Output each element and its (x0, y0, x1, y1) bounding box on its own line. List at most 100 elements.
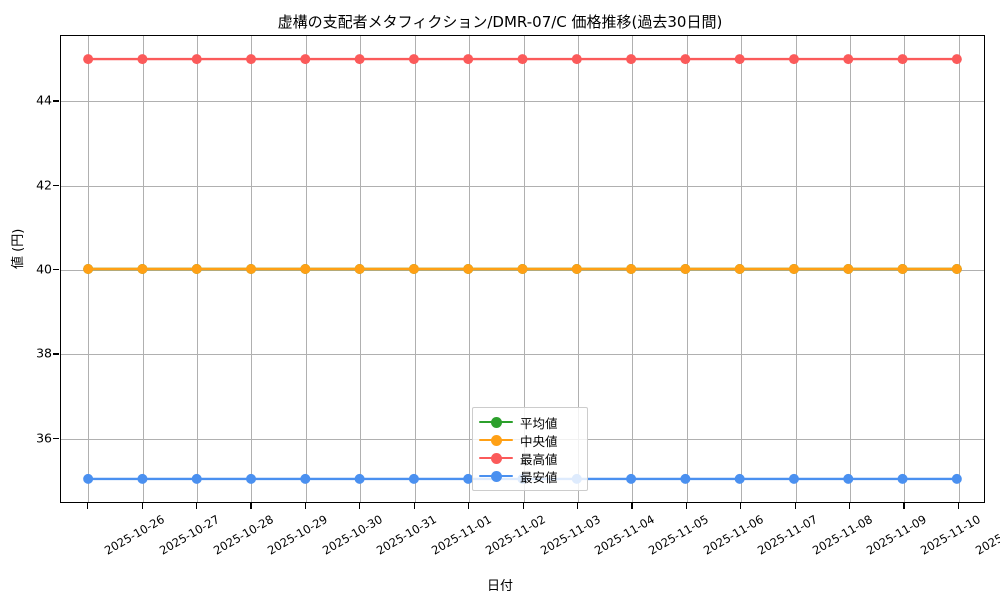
x-axis-label: 日付 (486, 579, 513, 594)
data-point-marker (354, 473, 365, 484)
x-axis-tick-label: 2025-11-04 (591, 512, 657, 558)
data-point-marker (788, 264, 799, 274)
x-axis-tick-mark (359, 503, 361, 509)
series-layer (83, 54, 962, 484)
x-axis-tick-label: 2025-11-03 (537, 512, 603, 558)
data-point-marker (680, 54, 691, 65)
data-point-marker (83, 264, 94, 274)
x-axis-tick-label: 2025-10-31 (374, 512, 440, 558)
data-point-marker (137, 54, 148, 65)
data-point-marker (843, 473, 854, 484)
gridline-horizontal (61, 354, 984, 356)
x-axis-tick-mark (196, 503, 198, 509)
data-point-marker (734, 54, 745, 65)
y-axis-tick-label: 42 (36, 177, 52, 193)
data-point-marker (571, 264, 582, 274)
data-point-marker (951, 264, 962, 274)
data-point-marker (246, 473, 257, 484)
data-point-marker (951, 54, 962, 65)
legend-item[interactable]: 平均値 (479, 413, 581, 431)
y-axis-tick-mark (53, 269, 59, 271)
legend-swatch-icon (479, 433, 513, 447)
y-axis-tick-label: 36 (36, 430, 52, 446)
y-axis-tick-label: 40 (36, 261, 52, 277)
x-axis-tick-mark (685, 503, 687, 509)
data-point-marker (680, 473, 691, 484)
data-point-marker (517, 54, 528, 65)
data-point-marker (300, 54, 311, 65)
data-point-marker (191, 264, 202, 274)
y-axis-tick-labels: 36 38 40 42 44 (0, 35, 52, 503)
data-point-marker (354, 54, 365, 65)
data-point-marker (137, 473, 148, 484)
x-axis-tick-label: 2025-10-29 (265, 512, 331, 558)
x-axis-tick-mark (304, 503, 307, 509)
data-point-marker (463, 264, 474, 274)
x-axis-tick-mark (141, 503, 143, 509)
y-axis-tick-mark (53, 184, 59, 186)
data-point-marker (897, 264, 908, 274)
data-point-marker (83, 54, 94, 65)
data-point-marker (734, 264, 745, 274)
data-point-marker (463, 473, 474, 484)
x-axis-tick-mark (957, 503, 959, 509)
data-point-marker (191, 54, 202, 65)
data-point-marker (788, 473, 799, 484)
data-point-marker (408, 54, 419, 65)
x-axis-tick-mark (740, 503, 742, 509)
legend-label: 最安値 (520, 469, 558, 485)
x-axis-tick-label: 2025-10-27 (156, 512, 222, 558)
data-point-marker (137, 264, 148, 274)
series-中央値 (83, 264, 962, 274)
x-axis-tick-label: 2025-10-30 (319, 512, 385, 558)
legend-swatch-icon (479, 451, 513, 465)
data-point-marker (246, 264, 257, 274)
data-point-marker (843, 54, 854, 65)
legend-item[interactable]: 最安値 (479, 467, 581, 485)
legend-label: 最高値 (520, 451, 558, 467)
legend-swatch-icon (479, 469, 513, 483)
x-axis-tick-label: 2025-11-08 (809, 512, 875, 558)
data-point-marker (680, 264, 691, 274)
data-point-marker (626, 54, 637, 65)
data-point-marker (246, 54, 257, 65)
x-axis-tick-mark (522, 503, 524, 509)
legend-swatch-icon (479, 415, 513, 429)
x-axis-tick-label: 2025-10-26 (102, 512, 168, 558)
x-axis-tick-mark (794, 503, 796, 509)
data-point-marker (408, 264, 419, 274)
data-point-marker (300, 264, 311, 274)
x-axis-tick-mark (631, 503, 633, 509)
legend-item[interactable]: 中央値 (479, 431, 581, 449)
x-axis-tick-mark (250, 503, 252, 509)
x-axis-tick-label: 2025-11-06 (700, 512, 766, 558)
data-point-marker (463, 54, 474, 65)
legend-item[interactable]: 最高値 (479, 449, 581, 467)
chart-title: 虚構の支配者メタフィクション/DMR-07/C 価格推移(過去30日間) (277, 13, 723, 31)
x-axis-tick-label: 2025-11-05 (646, 512, 712, 558)
y-axis-tick-label: 38 (36, 345, 52, 361)
data-point-marker (788, 54, 799, 65)
data-point-marker (897, 473, 908, 484)
data-point-marker (734, 473, 745, 484)
x-axis-tick-mark (468, 503, 470, 509)
legend-label: 中央値 (520, 433, 558, 449)
y-axis-tick-mark (53, 437, 59, 439)
x-axis-tick-mark (413, 503, 415, 509)
x-axis-tick-mark (576, 503, 579, 509)
data-point-marker (517, 264, 528, 274)
data-point-marker (626, 473, 637, 484)
x-axis-tick-label: 2025-11-01 (428, 512, 494, 558)
x-axis-tick-mark (903, 503, 905, 509)
data-point-marker (408, 473, 419, 484)
data-point-marker (571, 54, 582, 65)
x-axis-tick-label: 2025-11-07 (755, 512, 820, 558)
x-axis-tick-label: 2025-10-28 (210, 512, 276, 558)
y-axis-tick-mark (53, 353, 59, 355)
y-axis-tick-mark (53, 100, 59, 102)
series-最高値 (83, 54, 962, 65)
x-axis-tick-label: 2025-11-09 (863, 512, 929, 558)
data-point-marker (300, 473, 311, 484)
y-axis-tick-label: 44 (36, 92, 52, 108)
